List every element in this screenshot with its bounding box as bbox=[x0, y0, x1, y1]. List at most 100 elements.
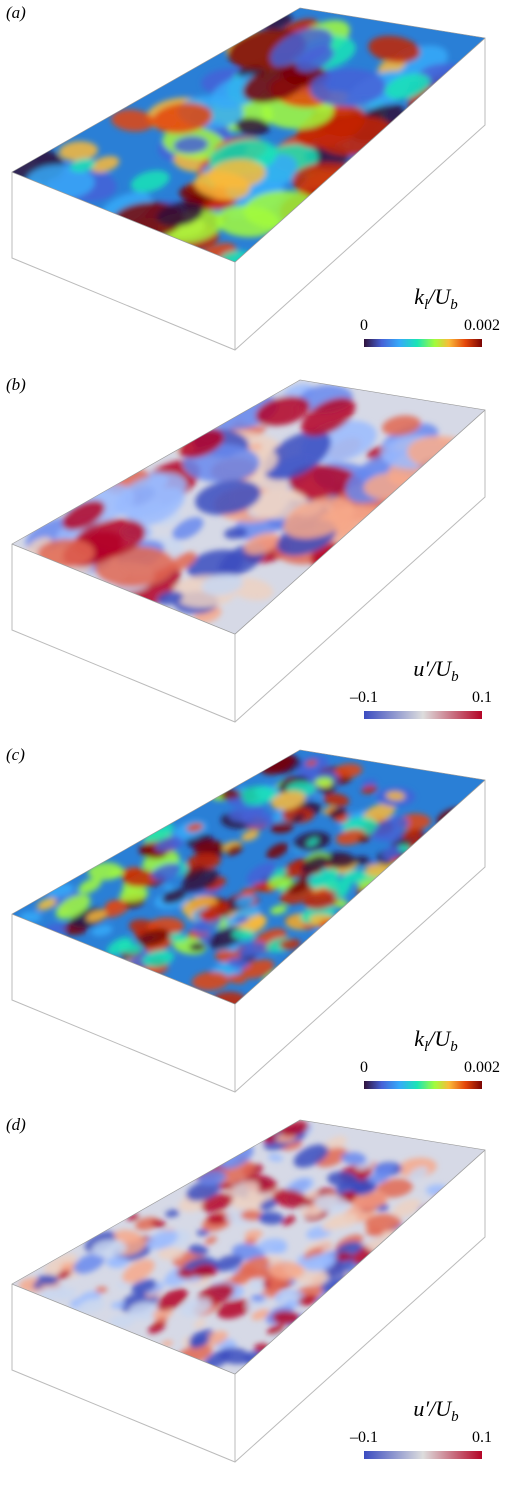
field-blob bbox=[225, 917, 239, 925]
field-blob bbox=[448, 851, 462, 860]
field-blob bbox=[352, 917, 371, 928]
field-blob bbox=[212, 991, 246, 1004]
field-blob bbox=[484, 838, 505, 864]
field-blob bbox=[398, 1261, 413, 1271]
panel: (c) kl/Ub 0 0.002 bbox=[6, 745, 505, 1093]
field-blob bbox=[385, 73, 431, 100]
field-blob bbox=[70, 158, 96, 173]
field-blob bbox=[448, 1205, 468, 1219]
field-blob bbox=[218, 1347, 252, 1365]
field-blob bbox=[268, 1261, 305, 1280]
field-blob bbox=[157, 1288, 188, 1311]
field-blob bbox=[227, 957, 250, 969]
field-blob bbox=[496, 1206, 505, 1218]
field-blob bbox=[244, 532, 280, 555]
field-blob bbox=[335, 828, 366, 846]
field-blob bbox=[269, 868, 287, 881]
field-blob bbox=[241, 830, 260, 842]
field-blob bbox=[191, 971, 230, 991]
field-blob bbox=[251, 1308, 270, 1321]
field-blob bbox=[298, 1295, 318, 1306]
field-blob bbox=[432, 452, 485, 491]
field-blob bbox=[189, 1335, 210, 1349]
field-blob bbox=[354, 908, 386, 925]
colorbar-title: kl/Ub bbox=[414, 1026, 458, 1055]
field-blob bbox=[119, 887, 149, 902]
field-blob bbox=[442, 1209, 464, 1222]
flow-field bbox=[12, 8, 485, 262]
field-blob bbox=[471, 845, 485, 858]
cb-over-sub: b bbox=[451, 669, 459, 685]
field-blob bbox=[115, 473, 187, 518]
field-blob bbox=[128, 1301, 159, 1318]
field-blob bbox=[206, 1213, 227, 1225]
field-blob bbox=[186, 1179, 222, 1202]
panel: (b) u′/Ub –0.1 0.1 bbox=[6, 375, 492, 723]
field-blob bbox=[214, 1255, 243, 1272]
field-blob bbox=[402, 126, 459, 156]
field-blob bbox=[258, 1211, 284, 1225]
field-blob bbox=[367, 903, 403, 923]
field-blob bbox=[350, 1180, 377, 1196]
field-blob bbox=[106, 937, 132, 956]
field-blob bbox=[467, 821, 485, 830]
field-blob bbox=[270, 791, 306, 811]
field-blob bbox=[314, 777, 334, 787]
field-blob bbox=[244, 1229, 263, 1239]
field-blob bbox=[334, 763, 363, 778]
field-blob bbox=[436, 80, 485, 120]
field-blob bbox=[437, 857, 456, 870]
field-blob bbox=[283, 497, 355, 539]
field-blob bbox=[335, 1252, 353, 1261]
colorbar-max: 0.002 bbox=[464, 1059, 500, 1076]
field-blob bbox=[351, 1191, 388, 1210]
field-blob bbox=[231, 928, 255, 941]
field-blob bbox=[402, 829, 422, 840]
field-blob bbox=[36, 897, 57, 911]
field-blob bbox=[146, 1282, 165, 1295]
field-blob bbox=[204, 1236, 218, 1245]
field-blob bbox=[301, 397, 356, 437]
colorbar bbox=[364, 1451, 482, 1459]
field-blob bbox=[306, 837, 319, 847]
field-blob bbox=[346, 908, 376, 923]
field-blob bbox=[398, 1157, 437, 1178]
field-blob bbox=[432, 463, 479, 490]
field-blob bbox=[309, 68, 386, 107]
field-blob bbox=[284, 1299, 302, 1308]
field-blob bbox=[296, 46, 335, 72]
field-blob bbox=[303, 888, 342, 910]
field-blob bbox=[131, 1279, 157, 1294]
field-blob bbox=[151, 1220, 166, 1228]
field-blob bbox=[328, 1212, 358, 1229]
cb-symbol: u′ bbox=[413, 656, 430, 681]
field-blob bbox=[94, 546, 175, 587]
field-blob bbox=[157, 1247, 184, 1261]
field-blob bbox=[398, 1254, 421, 1270]
field-blob bbox=[461, 1200, 485, 1226]
field-blob bbox=[306, 206, 329, 222]
field-blob bbox=[358, 175, 386, 190]
field-blob bbox=[437, 845, 472, 866]
cb-over-sub: b bbox=[450, 297, 458, 313]
field-blob bbox=[130, 170, 170, 193]
field-blob bbox=[340, 1151, 367, 1165]
field-blob bbox=[452, 1238, 466, 1246]
panel: (a) kl/Ub 0 0.002 bbox=[6, 3, 500, 351]
field-blob bbox=[397, 861, 435, 881]
field-blob bbox=[102, 899, 131, 918]
field-blob bbox=[414, 841, 448, 861]
field-blob bbox=[137, 928, 170, 947]
panel-label: (d) bbox=[6, 1115, 26, 1134]
field-blob bbox=[244, 1237, 258, 1245]
cb-symbol: k bbox=[414, 1026, 425, 1051]
field-blob bbox=[396, 497, 472, 536]
field-blob bbox=[403, 876, 423, 888]
slab-edge bbox=[11, 1119, 486, 1375]
field-blob bbox=[122, 1259, 155, 1284]
field-blob bbox=[376, 1178, 413, 1198]
field-blob bbox=[421, 113, 452, 128]
field-blob bbox=[246, 862, 277, 885]
cb-over: /U bbox=[426, 284, 452, 309]
field-blob bbox=[186, 852, 221, 871]
